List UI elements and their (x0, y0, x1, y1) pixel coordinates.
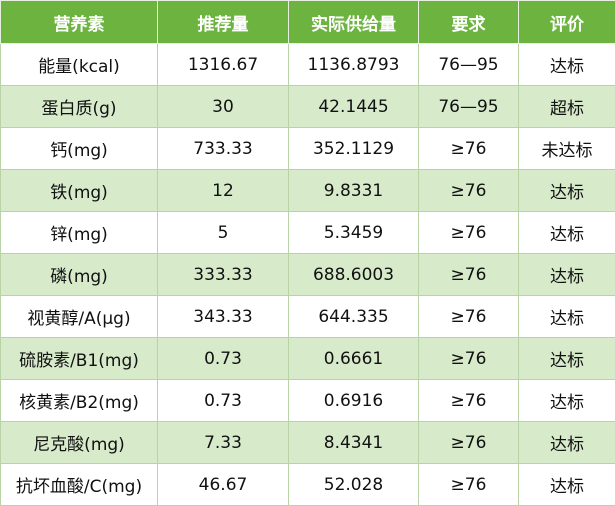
cell-requirement: 76—95 (419, 44, 519, 86)
cell-actual-supply: 644.335 (289, 296, 419, 338)
cell-evaluation: 达标 (519, 44, 615, 86)
cell-recommended: 46.67 (158, 464, 289, 506)
cell-actual-supply: 0.6916 (289, 380, 419, 422)
cell-evaluation: 达标 (519, 380, 615, 422)
cell-actual-supply: 1136.8793 (289, 44, 419, 86)
cell-evaluation: 达标 (519, 422, 615, 464)
header-nutrient: 营养素 (1, 1, 158, 44)
cell-nutrient: 铁(mg) (1, 170, 158, 212)
table-header: 营养素 推荐量 实际供给量 要求 评价 (1, 1, 615, 44)
cell-actual-supply: 8.4341 (289, 422, 419, 464)
cell-actual-supply: 5.3459 (289, 212, 419, 254)
cell-requirement: ≥76 (419, 296, 519, 338)
header-row: 营养素 推荐量 实际供给量 要求 评价 (1, 1, 615, 44)
cell-requirement: ≥76 (419, 464, 519, 506)
header-actual-supply: 实际供给量 (289, 1, 419, 44)
cell-recommended: 30 (158, 86, 289, 128)
cell-nutrient: 抗坏血酸/C(mg) (1, 464, 158, 506)
cell-actual-supply: 52.028 (289, 464, 419, 506)
cell-requirement: ≥76 (419, 170, 519, 212)
cell-recommended: 7.33 (158, 422, 289, 464)
cell-requirement: ≥76 (419, 254, 519, 296)
cell-requirement: ≥76 (419, 128, 519, 170)
cell-requirement: ≥76 (419, 380, 519, 422)
cell-evaluation: 达标 (519, 296, 615, 338)
cell-nutrient: 钙(mg) (1, 128, 158, 170)
cell-evaluation: 达标 (519, 212, 615, 254)
cell-recommended: 0.73 (158, 338, 289, 380)
cell-evaluation: 达标 (519, 254, 615, 296)
cell-nutrient: 核黄素/B2(mg) (1, 380, 158, 422)
cell-nutrient: 磷(mg) (1, 254, 158, 296)
header-recommended: 推荐量 (158, 1, 289, 44)
cell-evaluation: 未达标 (519, 128, 615, 170)
cell-recommended: 1316.67 (158, 44, 289, 86)
cell-nutrient: 硫胺素/B1(mg) (1, 338, 158, 380)
header-requirement: 要求 (419, 1, 519, 44)
cell-recommended: 5 (158, 212, 289, 254)
cell-nutrient: 锌(mg) (1, 212, 158, 254)
cell-recommended: 733.33 (158, 128, 289, 170)
cell-actual-supply: 42.1445 (289, 86, 419, 128)
cell-evaluation: 达标 (519, 338, 615, 380)
cell-recommended: 333.33 (158, 254, 289, 296)
cell-recommended: 343.33 (158, 296, 289, 338)
cell-actual-supply: 0.6661 (289, 338, 419, 380)
cell-nutrient: 视黄醇/A(μg) (1, 296, 158, 338)
cell-actual-supply: 688.6003 (289, 254, 419, 296)
cell-actual-supply: 9.8331 (289, 170, 419, 212)
cell-nutrient: 尼克酸(mg) (1, 422, 158, 464)
cell-evaluation: 达标 (519, 464, 615, 506)
cell-recommended: 0.73 (158, 380, 289, 422)
cell-requirement: ≥76 (419, 212, 519, 254)
cell-recommended: 12 (158, 170, 289, 212)
cell-requirement: ≥76 (419, 338, 519, 380)
cell-evaluation: 超标 (519, 86, 615, 128)
cell-requirement: 76—95 (419, 86, 519, 128)
cell-actual-supply: 352.1129 (289, 128, 419, 170)
cell-nutrient: 能量(kcal) (1, 44, 158, 86)
cell-requirement: ≥76 (419, 422, 519, 464)
cell-nutrient: 蛋白质(g) (1, 86, 158, 128)
header-evaluation: 评价 (519, 1, 615, 44)
cell-evaluation: 达标 (519, 170, 615, 212)
